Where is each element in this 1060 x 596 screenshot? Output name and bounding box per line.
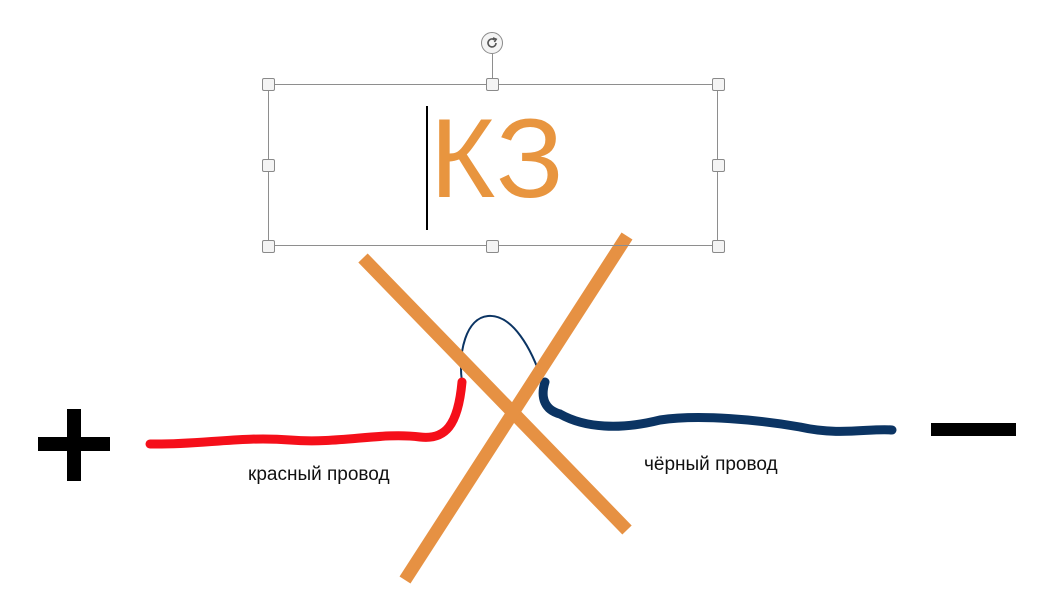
resize-handle-right[interactable]	[712, 159, 725, 172]
rotate-icon	[487, 37, 498, 48]
short-circuit-text[interactable]: КЗ	[430, 96, 566, 221]
rotate-handle[interactable]	[481, 32, 503, 54]
rotate-stem	[492, 54, 493, 84]
black-wire[interactable]	[538, 377, 897, 436]
resize-handle-top-left[interactable]	[262, 78, 275, 91]
black-wire-label: чёрный провод	[644, 454, 778, 475]
resize-handle-top-right[interactable]	[712, 78, 725, 91]
resize-handle-bottom[interactable]	[486, 240, 499, 253]
red-wire[interactable]	[145, 377, 467, 449]
resize-handle-bottom-left[interactable]	[262, 240, 275, 253]
red-wire-label: красный провод	[248, 464, 390, 485]
cross-out-mark[interactable]	[358, 232, 633, 584]
resize-handle-top[interactable]	[486, 78, 499, 91]
resize-handle-left[interactable]	[262, 159, 275, 172]
plus-sign[interactable]	[38, 409, 110, 481]
minus-sign[interactable]	[931, 423, 1016, 436]
text-cursor	[426, 106, 428, 230]
resize-handle-bottom-right[interactable]	[712, 240, 725, 253]
